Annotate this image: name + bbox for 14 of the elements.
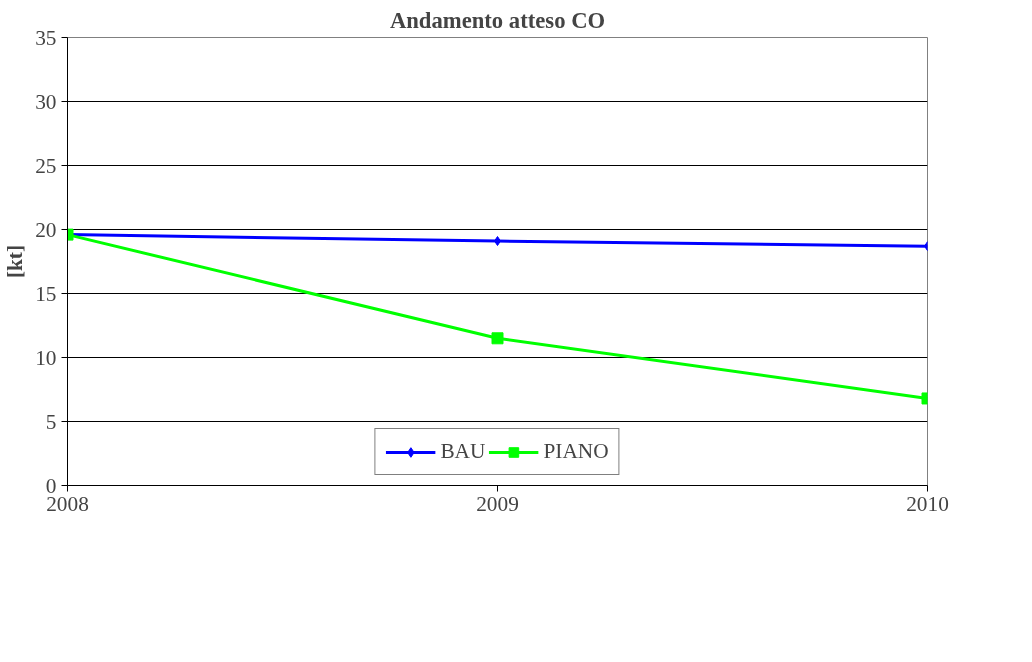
- y-tick-label: 5: [45, 409, 57, 434]
- chart-title: Andamento atteso CO: [389, 7, 606, 33]
- y-tick-label: 25: [35, 153, 57, 178]
- x-tick-label: 2010: [906, 491, 949, 516]
- y-axis-title: [kt]: [3, 244, 28, 279]
- y-tick-label: 35: [35, 25, 57, 50]
- y-tick-label: 10: [35, 345, 57, 370]
- x-tick-label: 2009: [476, 491, 519, 516]
- y-tick-label: 20: [35, 217, 57, 242]
- y-tick-label: 0: [45, 473, 57, 498]
- legend-label: BAU: [440, 439, 486, 464]
- legend-label: PIANO: [543, 439, 609, 464]
- y-tick-label: 30: [35, 89, 57, 114]
- y-tick-label: 15: [35, 281, 57, 306]
